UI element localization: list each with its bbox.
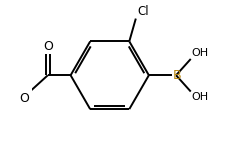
Text: B: B [172,69,180,82]
Text: Cl: Cl [137,5,148,18]
Text: OH: OH [191,92,208,102]
Text: O: O [43,40,52,53]
Text: O: O [19,92,29,105]
Text: OH: OH [191,48,208,58]
